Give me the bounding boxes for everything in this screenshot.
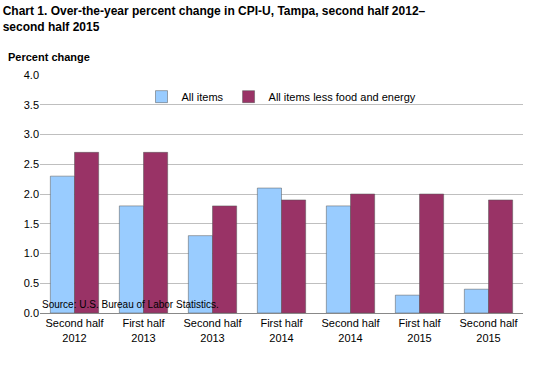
svg-text:First half2015: First half2015 (398, 317, 441, 343)
svg-text:First half2013: First half2013 (122, 317, 165, 343)
svg-text:3.5: 3.5 (24, 99, 39, 111)
svg-text:2.5: 2.5 (24, 158, 39, 170)
svg-text:2.0: 2.0 (24, 188, 39, 200)
svg-text:Percent change: Percent change (8, 51, 90, 63)
svg-text:All items less food and energy: All items less food and energy (269, 91, 416, 103)
svg-text:Source: U.S. Bureau of Labor S: Source: U.S. Bureau of Labor Statistics. (42, 299, 219, 310)
svg-text:Second half2012: Second half2012 (45, 317, 104, 343)
svg-text:Second half2014: Second half2014 (321, 317, 380, 343)
svg-text:1.0: 1.0 (24, 247, 39, 259)
svg-text:Second half2015: Second half2015 (459, 317, 518, 343)
svg-text:Chart 1. Over-the-year percent: Chart 1. Over-the-year percent change in… (3, 4, 426, 34)
svg-text:Second half2013: Second half2013 (183, 317, 242, 343)
svg-text:All items: All items (182, 91, 224, 103)
svg-text:1.5: 1.5 (24, 218, 39, 230)
svg-text:First half2014: First half2014 (260, 317, 303, 343)
svg-text:0.0: 0.0 (24, 307, 39, 319)
svg-text:3.0: 3.0 (24, 128, 39, 140)
svg-text:4.0: 4.0 (24, 69, 39, 81)
svg-text:0.5: 0.5 (24, 277, 39, 289)
